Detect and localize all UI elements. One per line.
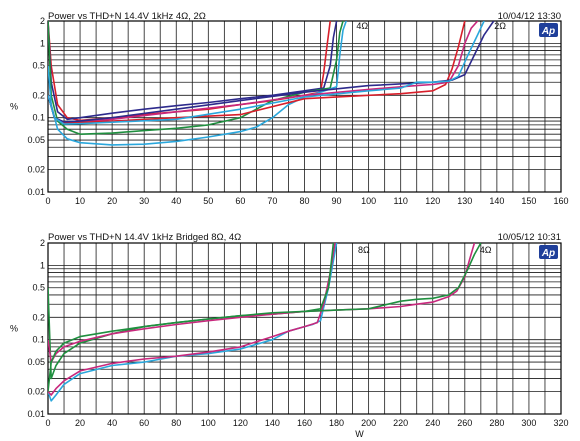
x-tick-label: 180 [329, 418, 344, 428]
series-line-2 [48, 21, 338, 121]
x-tick-label: 130 [457, 196, 472, 206]
x-tick-label: 70 [267, 196, 277, 206]
series-line-6 [48, 21, 466, 124]
x-tick-label: 40 [107, 418, 117, 428]
y-tick-label: 0.02 [27, 387, 45, 397]
series-line-4 [48, 21, 347, 146]
y-tick-label: 0.05 [27, 135, 45, 145]
x-tick-label: 100 [361, 196, 376, 206]
series-group [48, 243, 482, 402]
y-tick-label: 0.5 [32, 61, 45, 71]
y-tick-label: 0.2 [32, 312, 45, 322]
y-tick-label: 0.5 [32, 283, 45, 293]
x-tick-label: 160 [297, 418, 312, 428]
x-tick-label: 60 [139, 418, 149, 428]
curve-annotation: 4Ω [356, 21, 368, 31]
x-tick-label: 140 [265, 418, 280, 428]
y-axis-label: % [10, 324, 18, 334]
chart-date: 10/05/12 10:31 [498, 232, 561, 243]
x-tick-label: 240 [425, 418, 440, 428]
chart-1: Power vs THD+N 14.4V 1kHz 4Ω, 2Ω 10/04/12… [10, 11, 569, 206]
y-tick-label: 0.2 [32, 90, 45, 100]
x-tick-label: 90 [332, 196, 342, 206]
x-tick-label: 0 [45, 418, 50, 428]
y-tick-label: 0.05 [27, 357, 45, 367]
y-tick-label: 2 [40, 238, 45, 248]
y-axis-label: % [10, 102, 18, 112]
plot-frame [47, 242, 562, 415]
x-tick-label: 20 [107, 196, 117, 206]
x-tick-label: 200 [361, 418, 376, 428]
x-tick-label: 10 [75, 196, 85, 206]
y-tick-label: 0.01 [27, 409, 45, 419]
x-tick-label: 40 [171, 196, 181, 206]
chart-2: Power vs THD+N 14.4V 1kHz Bridged 8Ω, 4Ω… [10, 232, 569, 439]
x-tick-label: 280 [489, 418, 504, 428]
y-tick-label: 0.1 [32, 113, 45, 123]
x-tick-label: 80 [171, 418, 181, 428]
x-tick-label: 80 [299, 196, 309, 206]
x-tick-label: 50 [203, 196, 213, 206]
series-line-2 [48, 243, 336, 396]
x-tick-label: 260 [457, 418, 472, 428]
curve-annotation: 4Ω [480, 245, 492, 255]
ap-logo: Ap [541, 248, 555, 259]
x-tick-label: 300 [521, 418, 536, 428]
x-tick-label: 320 [553, 418, 568, 428]
x-tick-label: 30 [139, 196, 149, 206]
x-tick-label: 60 [235, 196, 245, 206]
plot-frame [47, 20, 562, 193]
x-tick-label: 120 [425, 196, 440, 206]
series-line-3 [48, 21, 344, 135]
series-line-8 [48, 21, 485, 125]
ap-logo-badge [539, 245, 558, 259]
x-tick-label: 110 [394, 196, 408, 206]
curve-annotation: 2Ω [494, 21, 506, 31]
series-line-7 [48, 21, 495, 123]
ap-logo-badge [539, 23, 558, 37]
y-tick-label: 2 [40, 16, 45, 26]
curve-annotation: 8Ω [358, 245, 370, 255]
series-line-5 [48, 243, 482, 392]
y-tick-label: 1 [40, 260, 45, 270]
x-axis-label: W [355, 429, 364, 439]
chart-date: 10/04/12 13:30 [498, 11, 561, 22]
x-tick-label: 140 [489, 196, 504, 206]
y-tick-label: 1 [40, 38, 45, 48]
y-tick-label: 0.01 [27, 187, 45, 197]
series-group [48, 21, 495, 146]
chart-title: Power vs THD+N 14.4V 1kHz 4Ω, 2Ω [48, 11, 206, 22]
x-tick-label: 0 [45, 196, 50, 206]
x-tick-label: 150 [521, 196, 536, 206]
x-tick-label: 100 [201, 418, 216, 428]
chart-title: Power vs THD+N 14.4V 1kHz Bridged 8Ω, 4Ω [48, 232, 241, 243]
x-tick-label: 20 [75, 418, 85, 428]
y-tick-label: 0.1 [32, 335, 45, 345]
x-tick-label: 220 [393, 418, 408, 428]
y-tick-label: 0.02 [27, 165, 45, 175]
x-tick-label: 120 [233, 418, 248, 428]
ap-logo: Ap [541, 26, 555, 37]
x-tick-label: 160 [553, 196, 568, 206]
